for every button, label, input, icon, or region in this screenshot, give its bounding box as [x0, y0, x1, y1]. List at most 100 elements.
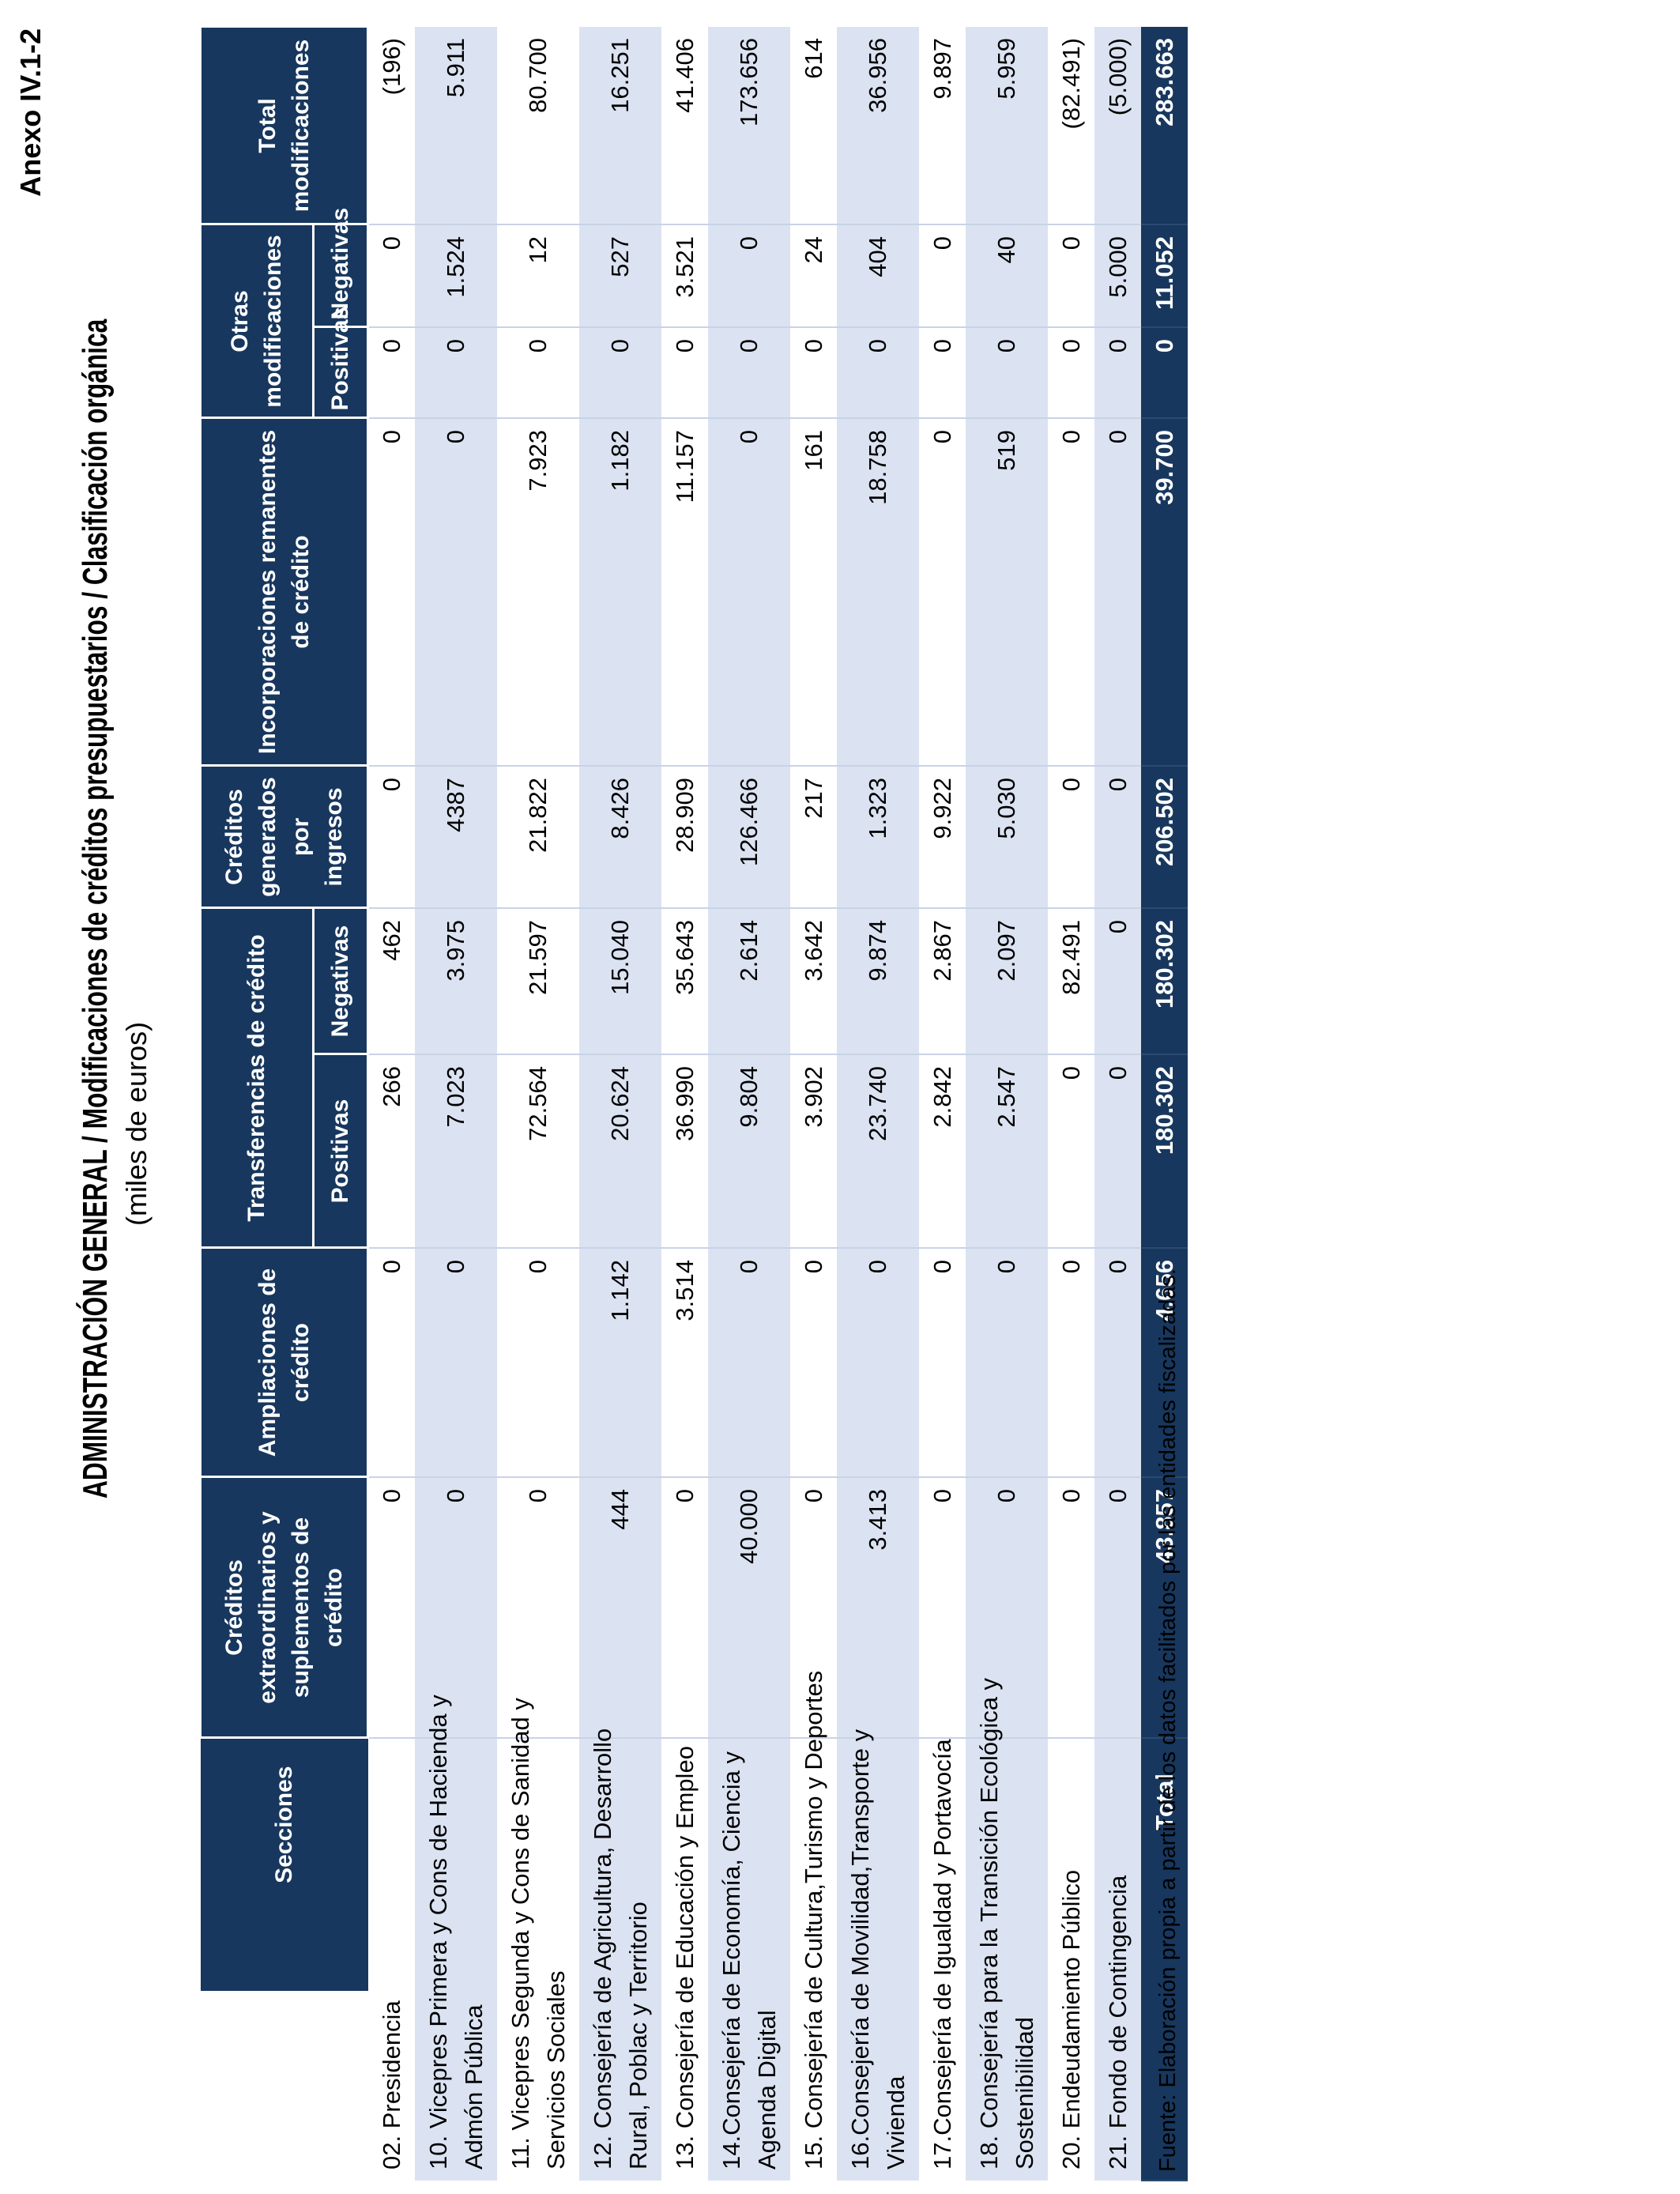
- section-name: 17.Consejería de Igualdad y Portavocía: [918, 1738, 966, 2181]
- page-subtitle: (miles de euros): [120, 1021, 153, 1226]
- cell-otras-pos: 0: [414, 327, 497, 418]
- section-name: 13. Consejería de Educación y Empleo: [661, 1738, 708, 2181]
- cell-incorporaciones: 7.923: [496, 418, 579, 766]
- cell-ampliaciones: 0: [367, 1248, 415, 1477]
- cell-ampliaciones: 0: [789, 1248, 837, 1477]
- cell-cred-gen: 9.922: [918, 766, 966, 908]
- cell-incorporaciones: 1.182: [578, 418, 661, 766]
- budget-modifications-table: Secciones Créditos extraordinarios y sup…: [199, 25, 1188, 2181]
- cell-trans-neg: 35.643: [661, 908, 708, 1054]
- cell-ampliaciones: 0: [918, 1248, 966, 1477]
- cell-total-modificaciones: (5.000): [1094, 26, 1141, 224]
- table-row: 17.Consejería de Igualdad y Portavocía 0 0…: [918, 26, 966, 2181]
- cell-otras-pos: 0: [1094, 327, 1141, 418]
- cell-otras-neg: 1.524: [414, 224, 497, 327]
- cell-cred-ext: 0: [918, 1477, 966, 1738]
- cell-trans-pos: 2.547: [965, 1054, 1048, 1248]
- cell-cred-gen: 126.466: [707, 766, 790, 908]
- cell-otras-pos: 0: [1047, 327, 1094, 418]
- cell-incorporaciones: 18.758: [836, 418, 919, 766]
- cell-otras-neg: 527: [578, 224, 661, 327]
- section-name: 12. Consejería de Agricultura, Desarroll…: [578, 1728, 661, 2181]
- cell-cred-gen: 0: [1094, 766, 1141, 908]
- cell-ampliaciones: 0: [965, 1248, 1048, 1477]
- cell-incorporaciones: 0: [707, 418, 790, 766]
- cell-otras-pos: 0: [661, 327, 708, 418]
- section-name: 11. Vicepres Segunda y Cons de Sanidad y…: [496, 1698, 579, 2181]
- subheader-otras-negativas: Negativas: [313, 208, 368, 327]
- cell-cred-gen: 0: [367, 766, 415, 908]
- cell-trans-neg: 3.975: [414, 908, 497, 1054]
- cell-trans-pos: 23.740: [836, 1054, 919, 1248]
- table-row: 18. Consejería para la Transición Ecológ…: [965, 26, 1048, 2181]
- cell-cred-gen: 217: [789, 766, 837, 908]
- cell-otras-neg: 404: [836, 224, 919, 327]
- header-otras-modificaciones: Otras modificaciones: [200, 224, 314, 418]
- table-row: 16.Consejería de Movilidad,Transporte y …: [836, 26, 919, 2181]
- cell-incorporaciones: 11.157: [661, 418, 708, 766]
- header-incorporaciones: Incorporaciones remanentes de crédito: [200, 418, 368, 766]
- cell-incorporaciones: 0: [414, 418, 497, 766]
- cell-cred-ext: 0: [1094, 1477, 1141, 1738]
- section-name: 02. Presidencia: [367, 1738, 415, 2181]
- cell-otras-neg: 40: [965, 224, 1048, 327]
- cell-total-modificaciones: 283.663: [1140, 26, 1188, 224]
- cell-incorporaciones: 0: [367, 418, 415, 766]
- cell-ampliaciones: 3.514: [661, 1248, 708, 1477]
- cell-total-modificaciones: 80.700: [496, 26, 579, 224]
- cell-trans-neg: 21.597: [496, 908, 579, 1054]
- cell-otras-neg: 0: [367, 224, 415, 327]
- cell-incorporaciones: 0: [1047, 418, 1094, 766]
- cell-trans-neg: 2.097: [965, 908, 1048, 1054]
- table-row: 10. Vicepres Primera y Cons de Hacienda …: [414, 26, 497, 2181]
- cell-incorporaciones: 0: [1094, 418, 1141, 766]
- subheader-otras-positivas: Positivas: [313, 307, 368, 418]
- cell-trans-pos: 180.302: [1140, 1054, 1188, 1248]
- cell-ampliaciones: 0: [496, 1248, 579, 1477]
- cell-otras-pos: 0: [836, 327, 919, 418]
- cell-trans-pos: 0: [1094, 1054, 1141, 1248]
- section-name: 16.Consejería de Movilidad,Transporte y …: [836, 1729, 919, 2181]
- table-row: 14.Consejería de Economía, Ciencia y Age…: [707, 26, 790, 2181]
- cell-ampliaciones: 0: [414, 1248, 497, 1477]
- cell-incorporaciones: 0: [918, 418, 966, 766]
- cell-ampliaciones: 0: [1047, 1248, 1094, 1477]
- cell-cred-gen: 0: [1047, 766, 1094, 908]
- cell-otras-neg: 12: [496, 224, 579, 327]
- cell-total-modificaciones: 36.956: [836, 26, 919, 224]
- cell-ampliaciones: 0: [707, 1248, 790, 1477]
- cell-trans-neg: 2.614: [707, 908, 790, 1054]
- cell-ampliaciones: 0: [836, 1248, 919, 1477]
- cell-trans-neg: 462: [367, 908, 415, 1054]
- cell-total-modificaciones: 173.656: [707, 26, 790, 224]
- cell-cred-gen: 4387: [414, 766, 497, 908]
- cell-otras-pos: 0: [789, 327, 837, 418]
- cell-otras-neg: 0: [707, 224, 790, 327]
- header-transferencias: Transferencias de crédito: [200, 908, 314, 1248]
- cell-otras-neg: 11.052: [1140, 224, 1188, 327]
- section-name: 21. Fondo de Contingencia: [1094, 1738, 1141, 2181]
- cell-trans-pos: 20.624: [578, 1054, 661, 1248]
- table-row: 13. Consejería de Educación y Empleo 0 3.5…: [661, 26, 708, 2181]
- cell-total-modificaciones: 16.251: [578, 26, 661, 224]
- cell-total-modificaciones: (196): [367, 26, 415, 224]
- cell-otras-neg: 0: [1047, 224, 1094, 327]
- cell-cred-gen: 206.502: [1140, 766, 1188, 908]
- header-creditos-extraordinarios: Créditos extraordinarios y suplementos d…: [200, 1477, 368, 1738]
- cell-cred-ext: 0: [1047, 1477, 1094, 1738]
- cell-trans-pos: 7.023: [414, 1054, 497, 1248]
- cell-cred-ext: 0: [661, 1477, 708, 1738]
- cell-trans-pos: 9.804: [707, 1054, 790, 1248]
- cell-ampliaciones: 0: [1094, 1248, 1141, 1477]
- header-secciones: Secciones: [200, 1738, 368, 2181]
- cell-otras-neg: 3.521: [661, 224, 708, 327]
- subheader-transferencias-negativas: Negativas: [313, 908, 368, 1054]
- page-title: ADMINISTRACIÓN GENERAL / Modificaciones …: [76, 319, 115, 1498]
- cell-total-modificaciones: (82.491): [1047, 26, 1094, 224]
- header-ampliaciones: Ampliaciones de crédito: [200, 1248, 368, 1477]
- table-row: 15. Consejería de Cultura,Turismo y Depo…: [789, 26, 837, 2181]
- cell-otras-pos: 0: [918, 327, 966, 418]
- cell-trans-pos: 3.902: [789, 1054, 837, 1248]
